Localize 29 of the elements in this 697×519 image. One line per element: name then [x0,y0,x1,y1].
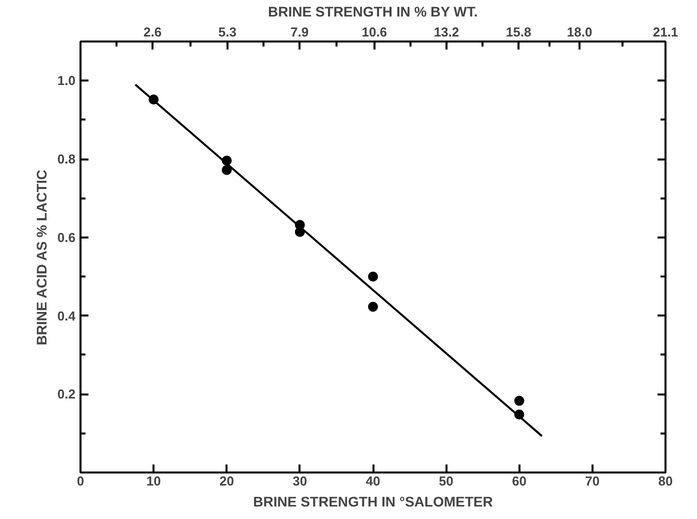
y-tick-label: 0.8 [57,152,76,167]
point [368,272,378,282]
x-tick-label: 80 [658,474,673,488]
x-axis-title: BRINE STRENGTH IN °SALOMETER [253,494,493,510]
x2-tick-label: 18.0 [566,24,592,40]
x-tick-label: 60 [512,474,526,488]
x-tick-label: 0 [76,474,84,488]
x2-tick-label: 10.6 [362,24,388,40]
x-tick-label: 70 [585,474,600,488]
point [514,396,524,406]
x2-tick-label: 21.1 [652,24,678,40]
x2-tick-label: 15.8 [506,24,532,40]
y-tick-label: 1.0 [57,73,76,88]
x2-tick-label: 7.9 [290,24,309,40]
x-tick-label: 20 [220,474,234,488]
x-tick-label: 30 [292,474,308,488]
point [368,302,378,312]
y-tick-label: 0.4 [57,308,76,324]
x2-tick-label: 5.3 [218,24,236,40]
x-tick-label: 50 [438,474,454,488]
y-tick-label: 0.2 [57,386,76,402]
x2-tick-label: 13.2 [434,24,460,40]
point [222,165,232,176]
x-tick-label: 40 [366,474,380,488]
x-tick-label: 10 [146,474,161,488]
x2-tick-label: 2.6 [144,24,162,40]
x2-axis-title: BRINE STRENGTH IN % BY WT. [268,4,478,20]
y-tick-label: 0.6 [57,230,76,245]
y-axis-title: BRINE ACID AS % LACTIC [33,170,50,346]
